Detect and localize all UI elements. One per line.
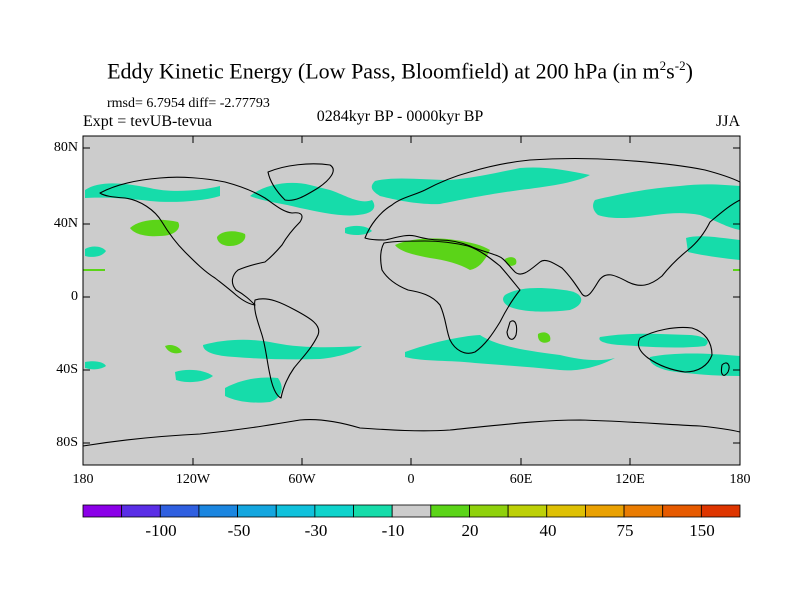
south-america-coastline xyxy=(254,298,320,399)
anomaly-fields xyxy=(85,167,740,403)
colorbar-swatch xyxy=(585,504,625,518)
lat-label-80s: 80S xyxy=(56,435,78,450)
anomaly-region xyxy=(593,184,740,230)
colorbar xyxy=(82,504,741,518)
anomaly-region xyxy=(395,238,490,270)
anomaly-region xyxy=(217,231,246,246)
colorbar-swatch xyxy=(82,504,123,518)
chart-title: Eddy Kinetic Energy (Low Pass, Bloomfiel… xyxy=(107,58,693,84)
north-america-coastline xyxy=(99,176,303,306)
colorbar-label: 75 xyxy=(616,521,634,540)
lat-label-0: 0 xyxy=(71,289,78,304)
colorbar-swatch xyxy=(662,504,702,518)
coastlines xyxy=(82,157,741,447)
anomaly-region xyxy=(599,333,708,348)
colorbar-swatch xyxy=(237,504,277,518)
lon-label-60e: 60E xyxy=(509,472,533,487)
colorbar-swatch xyxy=(353,504,393,518)
colorbar-label: 20 xyxy=(461,521,479,540)
season-label: JJA xyxy=(716,113,741,130)
positive-anomaly-fields xyxy=(83,219,740,354)
anomaly-region xyxy=(83,269,105,271)
anomaly-region xyxy=(85,361,106,370)
colorbar-swatch xyxy=(469,504,509,518)
madagascar-coastline xyxy=(506,320,518,340)
anomaly-region xyxy=(405,335,615,371)
lon-label-180e: 180 xyxy=(729,472,751,487)
period-label: 0284kyr BP - 0000kyr BP xyxy=(316,108,484,125)
africa-coastline xyxy=(380,240,521,354)
anomaly-region xyxy=(175,369,213,383)
colorbar-swatch xyxy=(430,504,470,518)
lon-label-120w: 120W xyxy=(175,472,211,487)
anomaly-region xyxy=(503,288,582,312)
colorbar-label: -30 xyxy=(304,521,328,540)
colorbar-swatch xyxy=(159,504,200,518)
greenland-coastline xyxy=(267,163,334,201)
experiment-label: Expt = tevUB-tevua xyxy=(83,113,212,130)
colorbar-swatch xyxy=(275,504,316,518)
anomaly-region xyxy=(345,225,372,236)
anomaly-region xyxy=(649,353,740,376)
axes xyxy=(82,135,741,466)
colorbar-label: -10 xyxy=(381,521,405,540)
eurasia-coastline xyxy=(364,157,741,297)
colorbar-swatch xyxy=(507,504,548,518)
lat-label-40s: 40S xyxy=(56,362,78,377)
colorbar-swatch xyxy=(623,504,664,518)
anomaly-region xyxy=(686,236,740,260)
colorbar-swatch xyxy=(198,504,238,518)
anomaly-region xyxy=(85,246,106,257)
colorbar-swatch xyxy=(546,504,586,518)
colorbar-label: 150 xyxy=(689,521,715,540)
anomaly-region xyxy=(225,377,282,403)
colorbar-label: -50 xyxy=(227,521,251,540)
colorbar-label: 40 xyxy=(539,521,557,540)
anomaly-region xyxy=(165,344,182,354)
colorbar-swatch xyxy=(121,504,161,518)
lon-label-180w: 180 xyxy=(72,472,94,487)
australia-coastline xyxy=(637,326,713,373)
colorbar-swatch xyxy=(314,504,354,518)
colorbar-swatch xyxy=(391,504,432,518)
stats-text: rmsd= 6.7954 diff= -2.77793 xyxy=(107,96,270,111)
colorbar-label: -100 xyxy=(145,521,177,540)
colorbar-swatch xyxy=(700,504,741,518)
lon-label-0: 0 xyxy=(407,472,415,487)
anomaly-region xyxy=(250,182,375,216)
lon-tick-marks xyxy=(82,136,741,465)
lon-label-120e: 120E xyxy=(615,472,645,487)
lat-tick-marks xyxy=(83,147,740,444)
anomaly-region xyxy=(203,339,362,360)
antarctica-coastline xyxy=(82,418,741,447)
new-zealand-coastline xyxy=(720,362,730,376)
lon-label-60w: 60W xyxy=(288,472,316,487)
anomaly-region xyxy=(733,269,740,271)
anomaly-region xyxy=(130,219,180,237)
anomaly-region xyxy=(537,332,551,343)
lat-label-40n: 40N xyxy=(53,216,78,231)
anomaly-region xyxy=(371,167,590,205)
lat-label-80n: 80N xyxy=(53,140,78,155)
